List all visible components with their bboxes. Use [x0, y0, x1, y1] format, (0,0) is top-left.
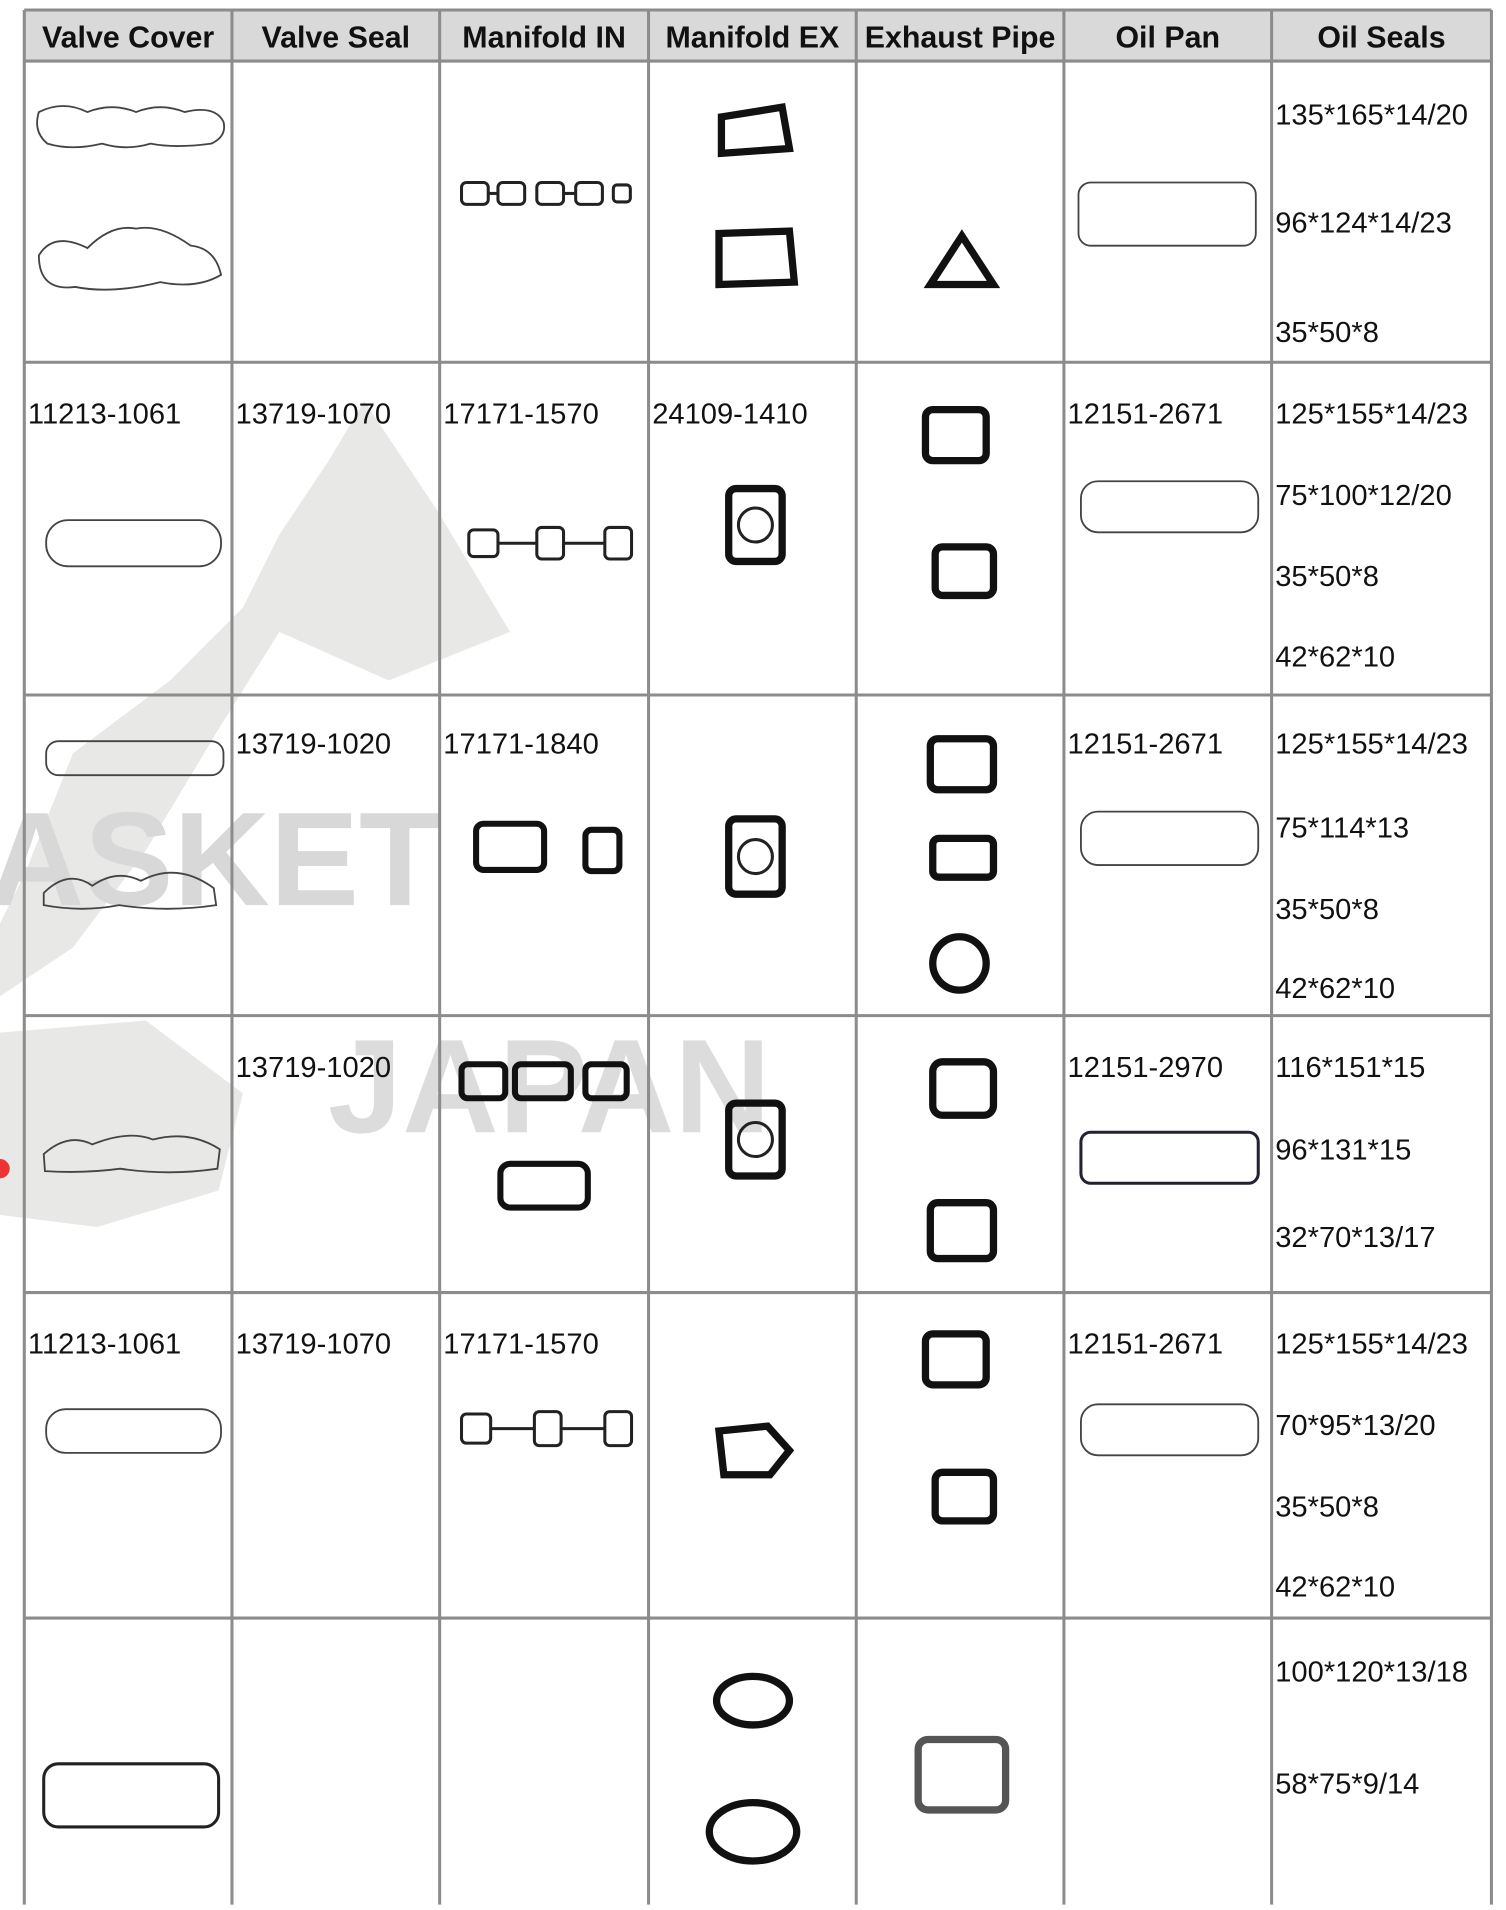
watermark-text: JAPAN	[328, 1012, 771, 1161]
cell-texts: Valve Cover Valve Seal Manifold IN Manifold…	[28, 22, 1468, 1801]
part-number: 17171-1570	[443, 1329, 598, 1361]
oil-seal-size: 75*114*13	[1275, 813, 1409, 845]
part-number: 12151-2671	[1068, 1329, 1223, 1361]
column-header: Valve Cover	[42, 22, 214, 55]
oil-seal-size: 42*62*10	[1275, 1572, 1395, 1604]
column-header: Manifold IN	[462, 22, 626, 55]
gasket-drawings	[36, 103, 1260, 1865]
oil-seal-size: 35*50*8	[1275, 317, 1379, 349]
oil-seal-size: 42*62*10	[1275, 973, 1395, 1005]
oil-seal-size: 125*155*14/23	[1275, 729, 1468, 761]
part-number: 13719-1020	[236, 729, 391, 761]
column-header: Oil Pan	[1115, 22, 1220, 55]
column-header: Valve Seal	[262, 22, 411, 55]
part-number: 11213-1061	[28, 1329, 181, 1361]
watermark-map	[0, 401, 511, 1227]
oil-seal-size: 75*100*12/20	[1275, 480, 1452, 512]
grid	[22, 8, 1493, 1905]
column-header: Manifold EX	[666, 22, 840, 55]
part-number: 17171-1840	[443, 729, 598, 761]
part-number: 13719-1070	[236, 1329, 391, 1361]
part-number: 12151-2970	[1068, 1052, 1223, 1084]
watermark-text: ASKET	[0, 785, 441, 934]
part-number: 12151-2671	[1068, 398, 1223, 430]
part-number: 11213-1061	[28, 398, 181, 430]
oil-seal-size: 116*151*15	[1275, 1052, 1425, 1084]
oil-seal-size: 125*155*14/23	[1275, 1329, 1468, 1361]
oil-seal-size: 58*75*9/14	[1275, 1768, 1419, 1800]
part-number: 12151-2671	[1068, 729, 1223, 761]
oil-seal-size: 35*50*8	[1275, 894, 1379, 926]
oil-seal-size: 42*62*10	[1275, 641, 1395, 673]
oil-seal-size: 96*131*15	[1275, 1134, 1411, 1166]
part-number: 13719-1020	[236, 1052, 391, 1084]
oil-seal-size: 96*124*14/23	[1275, 208, 1452, 240]
part-number: 24109-1410	[652, 398, 807, 430]
oil-seal-size: 125*155*14/23	[1275, 398, 1468, 430]
watermark-dot	[0, 1158, 10, 1179]
oil-seal-size: 32*70*13/17	[1275, 1222, 1435, 1254]
column-header: Oil Seals	[1317, 22, 1445, 55]
part-number: 17171-1570	[443, 398, 598, 430]
column-header: Exhaust Pipe	[865, 22, 1056, 55]
oil-seal-size: 135*165*14/20	[1275, 100, 1468, 132]
header-bg	[24, 10, 1492, 62]
oil-seal-size: 35*50*8	[1275, 561, 1379, 593]
oil-seal-size: 70*95*13/20	[1275, 1410, 1435, 1442]
oil-seal-size: 35*50*8	[1275, 1491, 1379, 1523]
part-number: 13719-1070	[236, 398, 391, 430]
oil-seal-size: 100*120*13/18	[1275, 1657, 1468, 1689]
